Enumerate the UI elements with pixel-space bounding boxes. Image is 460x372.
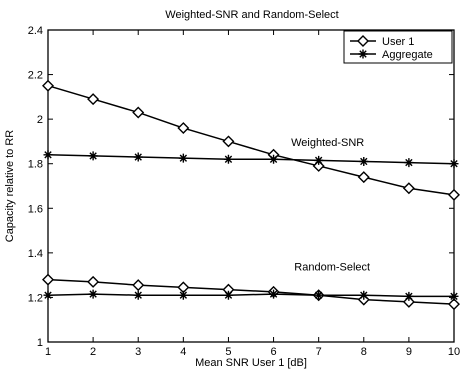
star-point — [449, 291, 459, 301]
star-point — [223, 290, 233, 300]
y-tick-label: 1.6 — [28, 203, 43, 215]
x-tick-label: 6 — [270, 346, 276, 358]
x-tick-label: 4 — [180, 346, 186, 358]
star-point — [43, 290, 53, 300]
x-tick-label: 8 — [361, 346, 367, 358]
diamond-point — [42, 79, 54, 92]
diamond-point — [448, 298, 460, 311]
y-axis-label: Capacity relative to RR — [4, 130, 16, 243]
star-point — [178, 153, 188, 163]
y-tick-label: 1.8 — [28, 159, 43, 171]
diamond-point — [87, 93, 100, 106]
x-tick-label: 7 — [316, 346, 322, 358]
y-tick-label: 1.2 — [28, 292, 43, 304]
star-point — [269, 154, 279, 164]
diamond-point — [132, 279, 145, 292]
star-point — [449, 159, 459, 169]
series-line-0 — [47, 84, 455, 196]
y-tick-label: 1 — [37, 337, 43, 349]
diamond-point — [132, 106, 145, 119]
star-point — [133, 152, 143, 162]
x-tick-label: 10 — [448, 346, 460, 358]
diamond-point — [357, 171, 370, 184]
x-tick-label: 2 — [90, 346, 96, 358]
x-axis-label: Mean SNR User 1 [dB] — [195, 357, 307, 369]
legend-star-icon — [358, 49, 368, 59]
y-tick-label: 2 — [37, 114, 43, 126]
star-point — [404, 291, 414, 301]
star-point — [223, 154, 233, 164]
star-point — [314, 155, 324, 165]
star-point — [88, 151, 98, 161]
star-point — [269, 289, 279, 299]
y-tick-label: 2.2 — [28, 70, 43, 82]
star-point — [88, 289, 98, 299]
y-axis: 1 1.2 1.4 1.6 1.8 2 2.2 2.4 — [28, 25, 454, 349]
star-point — [359, 156, 369, 166]
legend-label: Aggregate — [382, 49, 433, 61]
series-line-3 — [47, 293, 454, 298]
star-point — [178, 290, 188, 300]
diamond-point — [87, 275, 100, 288]
star-point — [359, 290, 369, 300]
star-point — [133, 290, 143, 300]
series-line-1 — [47, 154, 455, 165]
series-lines — [47, 84, 455, 305]
x-tick-label: 5 — [225, 346, 231, 358]
star-point — [404, 158, 414, 168]
star-point — [314, 290, 324, 300]
legend-label: User 1 — [382, 36, 414, 48]
y-tick-label: 2.4 — [28, 25, 43, 37]
diamond-point — [222, 135, 235, 148]
annotation-label: Random-Select — [294, 262, 370, 274]
diamond-point — [42, 273, 54, 286]
x-axis: 1 2 3 4 5 6 7 8 9 10 — [45, 30, 460, 358]
annotation-label: Weighted-SNR — [291, 137, 364, 149]
diamond-point — [402, 182, 415, 195]
legend-diamond-icon — [357, 35, 369, 47]
series-markers — [42, 79, 460, 311]
diamond-point — [448, 188, 460, 201]
chart-title: Weighted-SNR and Random-Select — [165, 9, 338, 21]
diamond-point — [177, 122, 190, 135]
series-line-2 — [47, 278, 455, 305]
star-point — [43, 150, 53, 160]
x-tick-label: 3 — [135, 346, 141, 358]
x-tick-label: 1 — [45, 346, 51, 358]
x-tick-label: 9 — [406, 346, 412, 358]
y-tick-label: 1.4 — [28, 248, 43, 260]
annotations: Weighted-SNR Random-Select — [291, 137, 370, 274]
